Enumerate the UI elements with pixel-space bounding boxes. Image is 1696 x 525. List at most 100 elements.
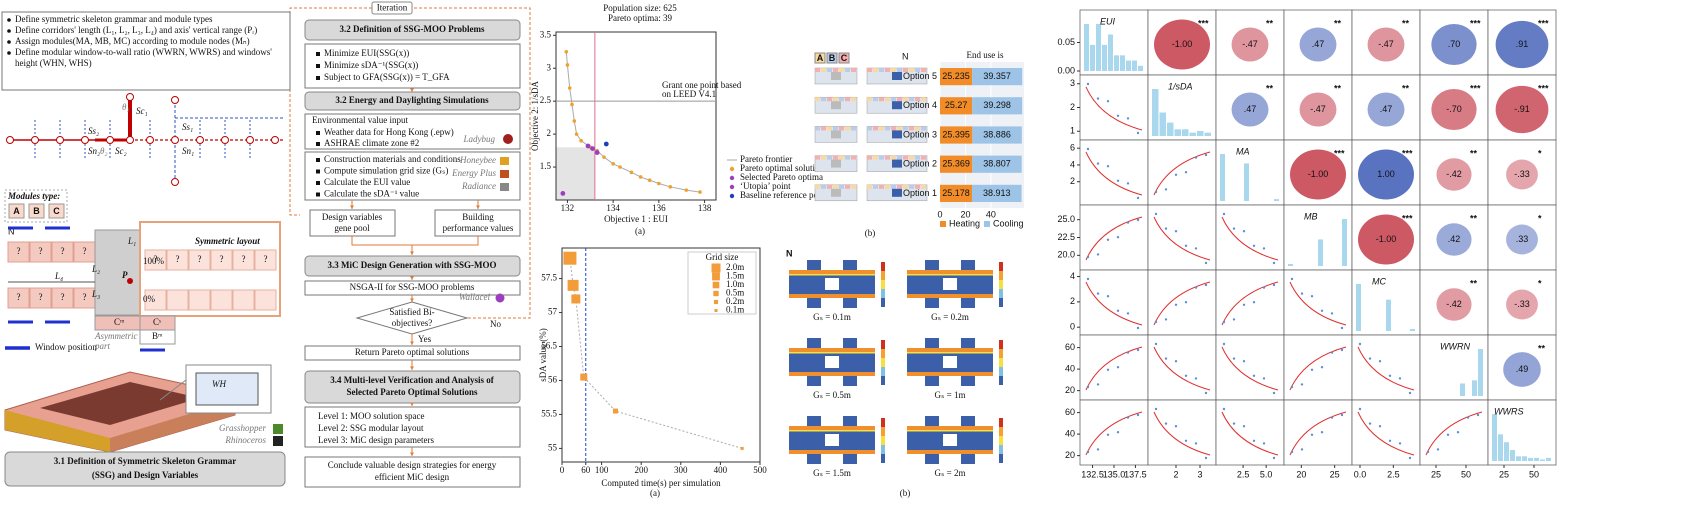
- plan-cell: [867, 126, 872, 131]
- y-tick-label: 6: [1070, 143, 1075, 153]
- plan-cell: [909, 184, 914, 189]
- scatter-dot: [1232, 422, 1236, 425]
- map-band: [789, 372, 875, 376]
- scatter-dot: [1320, 309, 1324, 312]
- map-core: [943, 278, 957, 290]
- flow-box: [309, 209, 396, 237]
- value-label: 25.27: [945, 100, 968, 110]
- legend-swatch: [711, 263, 721, 273]
- arrow-head: [410, 88, 414, 92]
- point: [572, 119, 577, 123]
- skeleton-node: [171, 178, 179, 186]
- plan-core: [831, 159, 841, 168]
- y-tick-label: 2: [547, 128, 552, 138]
- significance-stars: **: [1470, 278, 1478, 288]
- scatter-dot: [1408, 391, 1412, 395]
- skeleton-label: θ₁: [122, 102, 130, 112]
- scatter-dot: [1456, 431, 1460, 434]
- layout-label: L₂: [91, 264, 100, 274]
- map-core: [825, 356, 839, 368]
- pair-cell: [1351, 399, 1421, 466]
- tool-icon: [500, 157, 509, 165]
- legend-label: 2.0m: [726, 262, 744, 272]
- x-tick-label: 134: [606, 203, 620, 213]
- x-tick-label: 50: [1461, 469, 1471, 479]
- skeleton-node: [221, 136, 229, 144]
- module-label: B: [33, 206, 40, 216]
- plan-cell: [821, 155, 826, 160]
- bullet: [7, 51, 11, 55]
- x-tick-label: 5.0: [1260, 469, 1273, 479]
- map-band: [907, 426, 993, 430]
- colorbar: [999, 445, 1003, 454]
- category-label: Option 5: [903, 71, 937, 81]
- plan-cell: [827, 184, 832, 189]
- colorbar: [881, 289, 885, 298]
- significance-stars: ***: [1334, 148, 1345, 158]
- caption-box: [4, 451, 286, 487]
- env-line: ASHRAE climate zone #2: [324, 138, 419, 148]
- arrow-head: [410, 298, 414, 302]
- scatter-dot: [1126, 117, 1130, 120]
- correlation-label: -.91: [1514, 104, 1530, 114]
- arrow-head: [410, 366, 414, 370]
- y-tick-label: 2.5: [540, 95, 552, 105]
- module-cell: [188, 249, 211, 271]
- category-label: Option 1: [903, 188, 937, 198]
- iteration-box: [371, 1, 413, 15]
- iteration-loop: [289, 7, 531, 319]
- point: [579, 138, 583, 143]
- scatter-dot: [1204, 261, 1208, 265]
- trend-curve: [1085, 216, 1143, 261]
- panel-caption: (b): [900, 488, 911, 498]
- flow-text: Building: [462, 212, 494, 222]
- histogram-bar: [1174, 129, 1181, 136]
- question-mark: ?: [39, 246, 43, 256]
- plan-cell: [815, 97, 820, 102]
- histogram-bar: [1516, 456, 1521, 461]
- map-label: Gₛ = 0.5m: [813, 390, 851, 400]
- layout-label: 0%: [143, 294, 156, 304]
- point: [585, 143, 591, 149]
- map-wing: [925, 416, 939, 426]
- decision-text: objectives?: [392, 318, 432, 328]
- histogram-bar: [1510, 450, 1515, 461]
- plan-cell: [873, 184, 878, 189]
- iteration-label: Iteration: [377, 3, 408, 13]
- plan-cell: [903, 97, 908, 102]
- plan-cell: [867, 184, 872, 189]
- colorbar: [999, 262, 1003, 271]
- x-tick-label: 132: [561, 203, 575, 213]
- plan-cell: [909, 97, 914, 102]
- section-title: 3.2 Energy and Daylighting Simulations: [335, 95, 489, 105]
- flow-text: gene pool: [334, 223, 370, 233]
- scatter-dot: [1222, 342, 1226, 346]
- scatter-dot: [1466, 416, 1470, 419]
- significance-stars: **: [1402, 18, 1410, 28]
- legend-label: Selected Pareto optima: [740, 172, 823, 182]
- y-tick-label: 60: [1065, 342, 1075, 352]
- histogram-bar: [1197, 130, 1204, 136]
- bar: [972, 126, 1022, 144]
- trend-line: [569, 258, 743, 449]
- plan-cell: [851, 68, 856, 72]
- point: [657, 181, 661, 186]
- plan-core: [831, 101, 841, 110]
- plan-cell: [821, 68, 826, 72]
- value-label: 25.395: [942, 129, 970, 139]
- histogram-bar: [1288, 263, 1293, 266]
- plan-cell: [873, 126, 878, 131]
- sim-line: Calculate the sDA⁻¹ value: [324, 189, 419, 199]
- plan-cell: [903, 155, 908, 160]
- y-axis-label: Objective 2: 1/sDA: [530, 81, 540, 151]
- plan-cell: [815, 184, 820, 189]
- scatter-dot: [1164, 318, 1168, 321]
- module-cell: [144, 249, 167, 271]
- bullet: [316, 158, 320, 162]
- plan-cell: [845, 184, 850, 189]
- plan-cell: [903, 68, 908, 72]
- correlation-label: .70: [1448, 39, 1461, 49]
- y-tick-label: 3: [547, 62, 552, 72]
- correlation-circle: [1506, 224, 1538, 255]
- module-label: A: [817, 53, 824, 63]
